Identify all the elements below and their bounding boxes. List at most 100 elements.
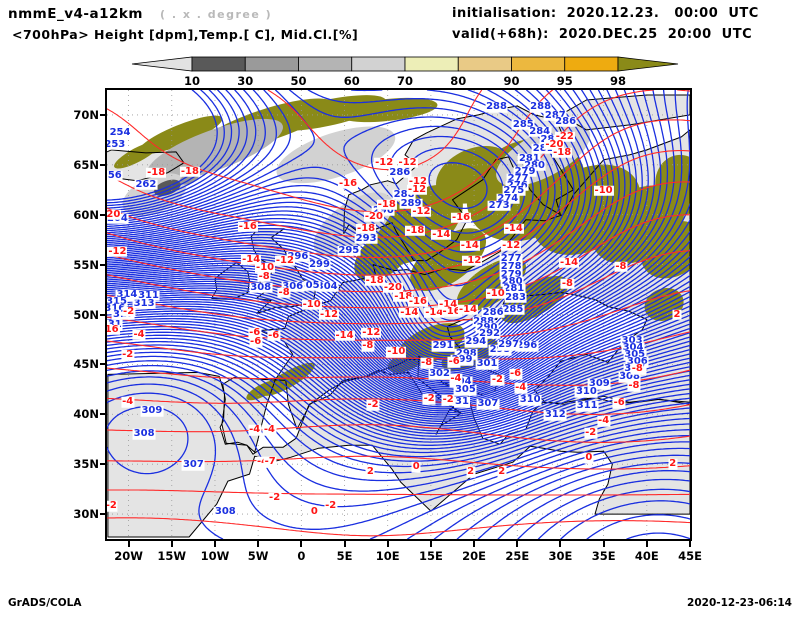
temperature-contour-label: 2 [365, 465, 375, 478]
height-contour-label: 286 [388, 166, 412, 179]
height-contour-label: 287 [543, 109, 567, 122]
temperature-contour-label: -16 [441, 305, 462, 317]
height-contour-label: 275 [502, 184, 526, 197]
latitude-tick-40N: 40N [73, 407, 99, 422]
temperature-contour-label: -7 [263, 455, 277, 468]
temperature-contour-label: -4 [121, 396, 135, 408]
height-contour-274 [107, 90, 637, 361]
temperature-contour-label: -2 [324, 499, 338, 512]
latitude-tick-35N: 35N [73, 457, 99, 472]
height-contour-label: 316 [105, 302, 127, 314]
height-contour-label: 281 [531, 142, 555, 155]
temperature-contour-label: -2 [422, 393, 436, 405]
colorbar-swatch-80 [457, 56, 512, 72]
longitude-tick-mark [429, 541, 432, 547]
height-contour-label: 254 [108, 126, 132, 139]
temperature-contour-label: -14 [559, 256, 580, 268]
temperature-contour-label: -2 [584, 426, 598, 439]
temperature-contour-label: -6 [612, 397, 626, 409]
height-contour-label: 303 [620, 335, 644, 347]
height-contour-label: 280 [500, 275, 524, 287]
colorbar-tick-95: 95 [556, 74, 573, 88]
temperature-contour-label: -22 [554, 130, 575, 143]
temperature-contour-label: -2 [268, 491, 282, 504]
height-contour-label: 301 [475, 358, 499, 370]
temperature-contour-label: -18 [146, 166, 167, 179]
temperature-contour-label: -4 [262, 423, 276, 436]
temperature-contour-label: -10 [593, 184, 614, 197]
height-contour-label: 292 [478, 327, 502, 339]
colorbar-swatch-90 [511, 56, 566, 72]
temperature-contour-label: 0 [411, 460, 421, 473]
height-contour-label: 291 [431, 340, 455, 352]
latitude-tick-mark [100, 313, 106, 316]
temperature-contour-label: -16 [237, 220, 258, 232]
colorbar-tick-90: 90 [503, 74, 520, 88]
temperature-contour-label: -2 [441, 394, 455, 406]
height-contour-275 [107, 90, 643, 364]
temperature-contour-label: -12 [374, 156, 395, 169]
longitude-tick-20W: 20W [114, 549, 143, 563]
height-contour-label: 284 [528, 125, 552, 138]
temperature-contour-label: -6 [249, 336, 263, 348]
colorbar-high-arrow [617, 56, 679, 72]
latitude-tick-60N: 60N [73, 207, 99, 222]
temperature-contour-label: -14 [503, 222, 524, 234]
height-contour-label: 273 [487, 199, 511, 211]
height-contour-label: 286 [554, 115, 578, 128]
temperature-contour-label: 2 [668, 457, 678, 470]
longitude-tick-mark [559, 541, 562, 547]
temperature-contour-label: -12 [274, 254, 295, 266]
temperature-contour-label: -2 [366, 399, 380, 411]
temperature-contour-label: -8 [630, 363, 644, 375]
map-panel[interactable]: 2542532562622642882882872862852842832812… [105, 88, 692, 541]
height-contour-label: 311 [575, 400, 599, 412]
height-contour-label: 315 [106, 295, 128, 307]
height-contour-label: 314 [115, 288, 139, 300]
latitude-tick-mark [100, 513, 106, 516]
colorbar-swatch-10 [191, 56, 246, 72]
colorbar-tick-60: 60 [343, 74, 360, 88]
colorbar-swatch-60 [351, 56, 406, 72]
temperature-contour-label: -12 [407, 183, 428, 196]
longitude-tick-mark [473, 541, 476, 547]
longitude-tick-25E: 25E [505, 549, 530, 563]
height-contour-label: 262 [134, 178, 158, 191]
longitude-tick-mark [343, 541, 346, 547]
latitude-tick-45N: 45N [73, 357, 99, 372]
temperature-contour-label: -2 [122, 305, 136, 317]
height-contour-287 [107, 248, 690, 388]
height-contour-label: 279 [513, 165, 537, 178]
height-contour-label: 312 [543, 409, 567, 421]
temperature-contour-label: -10 [301, 298, 322, 310]
height-contour-label: 311 [137, 289, 160, 301]
cloud-blob-grey-2 [276, 126, 396, 184]
temperature-contour-label: 2 [672, 308, 682, 320]
longitude-tick-10W: 10W [200, 549, 230, 563]
longitude-tick-0: 0 [297, 549, 306, 563]
latitude-tick-65N: 65N [73, 157, 99, 172]
latitude-tick-30N: 30N [73, 507, 99, 522]
height-contour-label: 290 [371, 204, 395, 216]
temperature-contour-label: -8 [614, 260, 628, 272]
initialisation-time: initialisation: 2020.12.23. 00:00 UTC [452, 6, 759, 21]
height-contour-label: 288 [392, 188, 416, 201]
cloud-blob-grey-1 [146, 118, 283, 181]
height-contour-label: 281 [502, 282, 526, 294]
resolution-note: ( . x . degree ) [160, 8, 273, 21]
height-contour-278 [107, 90, 662, 370]
colorbar-tick-98: 98 [609, 74, 627, 88]
height-contour-286 [107, 240, 690, 386]
longitude-tick-5W: 5W [247, 549, 269, 563]
temperature-contour-label: -16 [407, 295, 428, 307]
longitude-tick-mark [170, 541, 173, 547]
temperature-contour-label: -6 [248, 326, 262, 338]
temperature-contour-label: -4 [514, 382, 528, 394]
height-contour-label: 277 [506, 172, 530, 185]
longitude-tick-35E: 35E [591, 549, 616, 563]
latitude-tick-mark [100, 413, 106, 416]
temperature-contour-label: -10 [386, 346, 407, 358]
temperature-contour-label: -4 [255, 455, 270, 468]
cloud-cover-colorbar: 10 30 50 60 70 80 90 95 98 [120, 55, 690, 88]
temperature-contour-2 [107, 424, 690, 443]
